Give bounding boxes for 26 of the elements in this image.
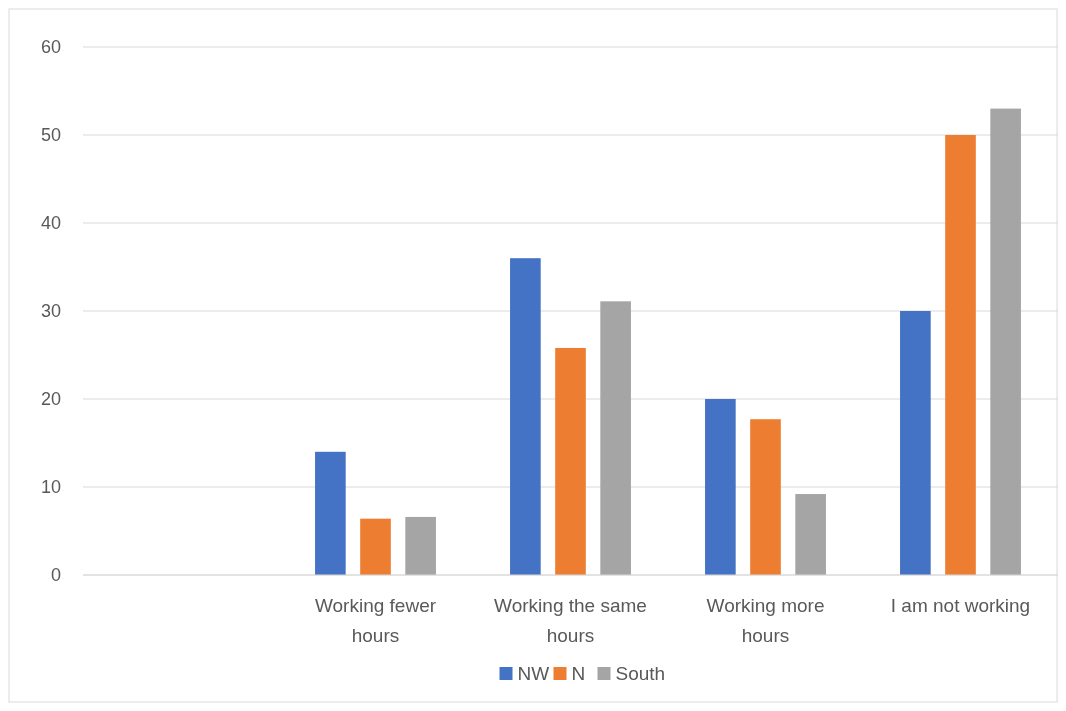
- x-tick-label: Working more hours: [706, 595, 825, 646]
- bar: [360, 518, 391, 575]
- x-tick-label: Working the same hours: [494, 595, 647, 646]
- y-tick-label: 30: [40, 301, 61, 322]
- legend-label: N: [571, 663, 586, 684]
- bar: [600, 301, 631, 575]
- bar: [510, 258, 541, 575]
- y-tick-label: 10: [40, 477, 61, 498]
- legend-label: South: [615, 663, 666, 684]
- bar: [795, 494, 826, 575]
- bar: [705, 399, 736, 575]
- x-tick-label: Working fewer hours: [314, 595, 437, 646]
- bar: [900, 311, 931, 575]
- y-tick-label: 40: [40, 213, 61, 234]
- bar: [945, 135, 976, 575]
- y-tick-label: 0: [50, 565, 61, 586]
- legend-label: NW: [517, 663, 550, 684]
- bar: [750, 419, 781, 575]
- x-tick-label: I am not working: [890, 595, 1031, 616]
- y-tick-label: 20: [40, 389, 61, 410]
- bar: [405, 516, 436, 575]
- bar: [990, 108, 1021, 575]
- bar: [555, 347, 586, 575]
- bar: [315, 451, 346, 575]
- y-tick-label: 60: [40, 37, 61, 58]
- y-tick-label: 50: [40, 125, 61, 146]
